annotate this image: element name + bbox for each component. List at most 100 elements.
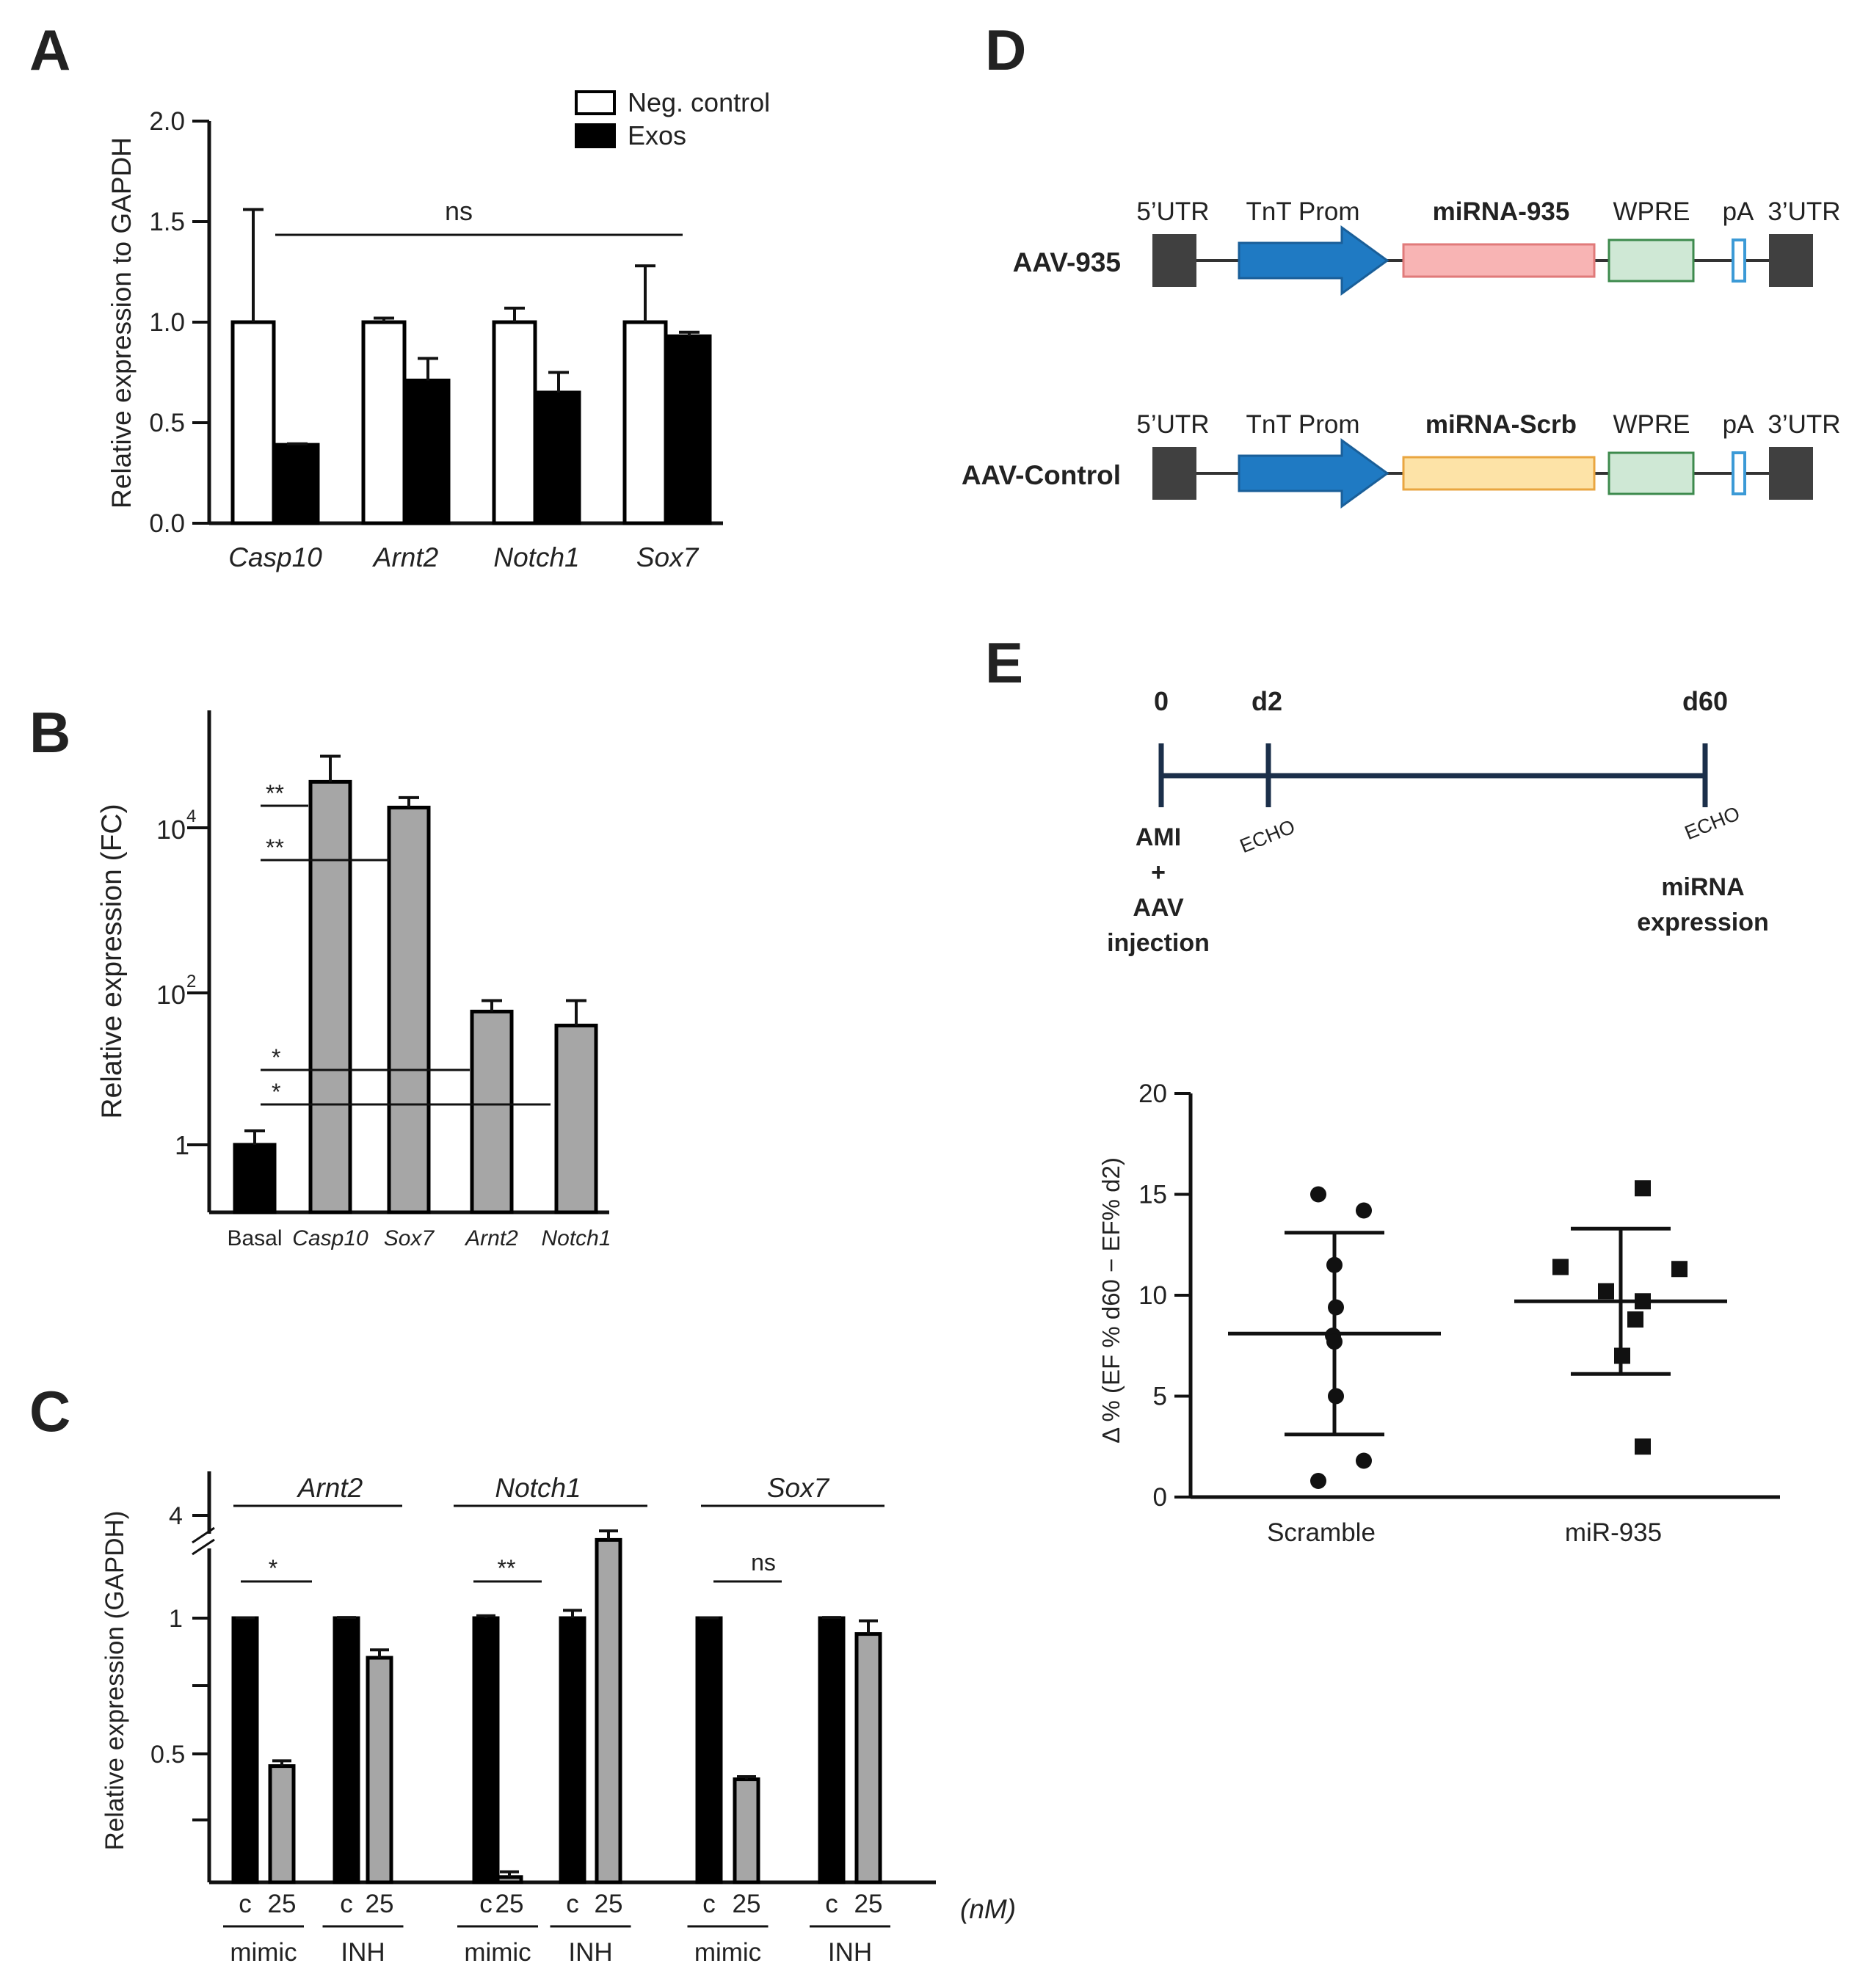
construct-5utr-box-aav-935: [1152, 234, 1196, 287]
c-sig-2: **: [498, 1555, 516, 1581]
a-bar-arnt2-exos: [405, 378, 451, 525]
c-bar-label-3-1: 25: [595, 1890, 623, 1918]
c-bar-label-4-1: 25: [733, 1890, 761, 1918]
construct-label-0-aav-control: 5’UTR: [1136, 410, 1209, 439]
b-bar-arnt2: [470, 1009, 514, 1215]
e-point-scramble-2: [1326, 1256, 1343, 1273]
a-bar-sox7-exos: [666, 334, 712, 525]
a-legend: Neg. control Exos: [575, 87, 770, 150]
c-gene-arnt2: Arnt2: [297, 1473, 363, 1503]
a-bar-notch1-neg-control: [492, 320, 537, 525]
a-error-sox7-exos: [679, 330, 700, 337]
e-tick-label-15: 15: [1138, 1181, 1167, 1209]
e-point-scramble-7: [1356, 1452, 1372, 1469]
e-point-scramble-0: [1310, 1186, 1326, 1203]
e-point-mir-935-4: [1635, 1293, 1651, 1310]
e-point-mir-935-2: [1671, 1261, 1688, 1278]
c-bar-4-25: [733, 1777, 760, 1885]
panel-label-b: B: [29, 700, 70, 765]
a-tick-label-1-0: 1.0: [149, 308, 185, 337]
c-tick-label-05: 0.5: [150, 1741, 185, 1769]
c-bar-4-c: [695, 1616, 723, 1885]
a-error-notch1-neg-control: [504, 306, 525, 322]
c-error-3-25: [599, 1529, 618, 1540]
c-bar-1-25: [366, 1656, 393, 1885]
c-bar-5-25: [854, 1632, 882, 1885]
b-error-sox7: [399, 795, 419, 808]
panel-label-d: D: [985, 18, 1026, 82]
a-y-label: Relative expression to GAPDH: [106, 137, 137, 509]
panel-label-c: C: [29, 1379, 70, 1443]
b-tick-label-exp4: 4: [186, 807, 196, 826]
b-error-arnt2: [482, 999, 502, 1012]
b-cat-casp10: Casp10: [292, 1226, 368, 1250]
e-point-mir-935-0: [1635, 1180, 1651, 1197]
e-tick-label-20: 20: [1138, 1079, 1167, 1108]
b-significance: ** ** * *: [261, 780, 551, 1106]
b-sig-2: **: [266, 834, 284, 861]
timeline-note-injection: injection: [1107, 929, 1210, 957]
b-tick-label-1: 1: [175, 1130, 189, 1160]
b-bar-basal: [233, 1143, 277, 1215]
construct-label-0-aav-935: 5’UTR: [1136, 197, 1209, 226]
construct-label-5-aav-935: 3’UTR: [1768, 197, 1840, 226]
construct-name-aav-control: AAV-Control: [962, 460, 1121, 490]
e-cat-scramble: Scramble: [1267, 1518, 1376, 1547]
c-error-2-c: [476, 1614, 495, 1618]
c-sig-3: ns: [751, 1549, 776, 1576]
timeline-note-mirna: miRNA: [1661, 873, 1744, 901]
a-ns-label: ns: [445, 196, 473, 226]
c-error-5-25: [859, 1619, 878, 1634]
construct-label-3-aav-935: WPRE: [1613, 197, 1690, 226]
construct-pa-aav-control: [1732, 451, 1746, 495]
construct-diagram: AAV-935 5’UTR TnT Prom miRNA-935 WPRE pA 3’UTR…: [962, 197, 1841, 509]
c-error-1-25: [370, 1648, 389, 1658]
e-point-scramble-8: [1310, 1473, 1326, 1489]
c-axis-break-1: [192, 1526, 215, 1544]
timeline-note-ami: AMI: [1136, 823, 1181, 851]
b-bar-notch1: [554, 1023, 598, 1215]
timeline-note-expression: expression: [1637, 909, 1769, 936]
c-bar-label-4-0: c: [702, 1890, 716, 1918]
construct-label-1-aav-935: TnT Prom: [1246, 197, 1360, 226]
e-point-mir-935-3: [1598, 1283, 1614, 1300]
construct-label-3-aav-control: WPRE: [1613, 410, 1690, 439]
e-point-mir-935-5: [1627, 1311, 1643, 1328]
c-bar-label-2-1: 25: [495, 1890, 524, 1918]
construct-label-2-aav-935: miRNA-935: [1433, 197, 1570, 226]
timeline-label-0: 0: [1154, 686, 1169, 716]
construct-wpre-aav-control: [1607, 451, 1695, 495]
a-tick-label-2-0: 2.0: [149, 107, 185, 136]
legend-swatch-exos: [575, 123, 616, 148]
panel-label-e: E: [985, 630, 1023, 695]
c-bar-label-1-1: 25: [366, 1890, 394, 1918]
a-bar-sox7-neg-control: [622, 320, 668, 525]
chart-e: 0 5 10 15 20 Δ % (EF % d60 − EF% d2) Scrambl…: [1097, 1079, 1780, 1547]
e-cat-mir935: miR-935: [1565, 1518, 1662, 1547]
timeline-label-d2: d2: [1251, 686, 1282, 716]
timeline-note-plus: +: [1151, 859, 1166, 886]
c-error-3-c: [563, 1609, 582, 1618]
c-bar-0-c: [231, 1616, 259, 1885]
b-cat-basal: Basal: [227, 1226, 282, 1250]
b-error-notch1: [566, 999, 586, 1026]
a-bar-casp10-exos: [275, 443, 320, 525]
legend-swatch-neg-control: [575, 90, 616, 115]
c-y-label: Relative expression (GAPDH): [101, 1511, 129, 1851]
c-sig-1: *: [269, 1555, 277, 1581]
construct-insert-aav-935: [1402, 243, 1596, 278]
a-tick-label-1-5: 1.5: [149, 208, 185, 236]
c-bar-label-0-1: 25: [268, 1890, 297, 1918]
timeline-echo-d60: ECHO: [1682, 802, 1743, 844]
chart-b: 10 4 10 2 1 Basal Casp10 Sox7 Arnt2 Notch1 R…: [96, 710, 611, 1250]
a-error-sox7-neg-control: [635, 264, 655, 322]
legend-neg-control: Neg. control: [628, 87, 770, 117]
b-sig-4: *: [272, 1079, 280, 1105]
c-tick-label-1: 1: [169, 1605, 183, 1633]
a-error-arnt2-exos: [418, 357, 438, 381]
a-bar-notch1-exos: [536, 390, 581, 525]
b-cat-arnt2: Arnt2: [464, 1226, 518, 1250]
b-tick-label-10b: 10: [156, 980, 186, 1010]
e-tick-label-10: 10: [1138, 1281, 1167, 1310]
construct-label-5-aav-control: 3’UTR: [1768, 410, 1840, 439]
